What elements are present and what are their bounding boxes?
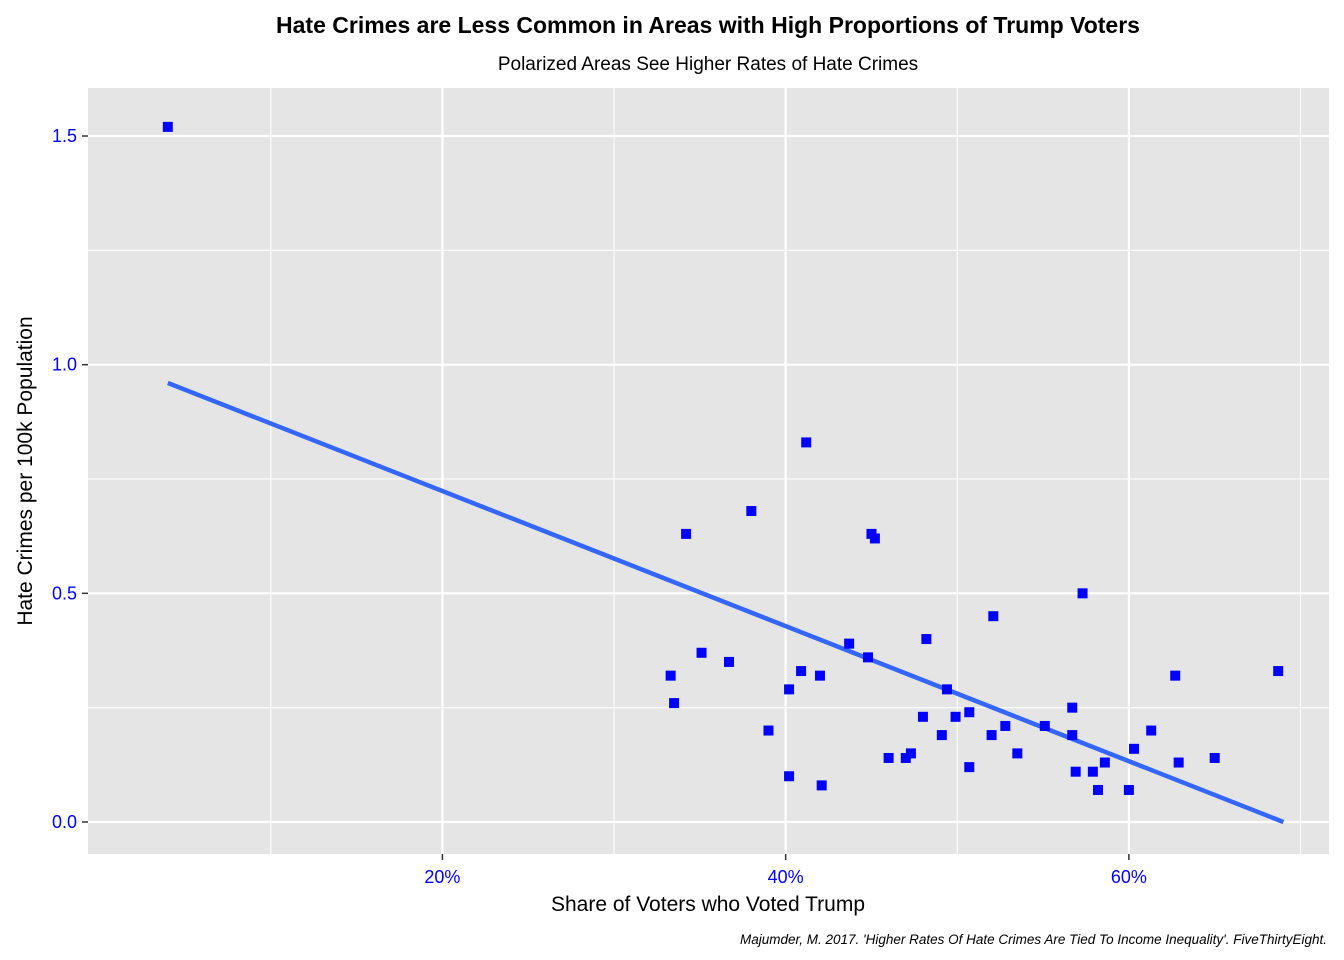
data-point-24: [941, 684, 952, 695]
y-tick-label-3: 1.5: [52, 126, 77, 146]
source-caption: Majumder, M. 2017. 'Higher Rates Of Hate…: [740, 932, 1327, 947]
data-point-45: [1209, 752, 1220, 763]
data-point-6: [746, 506, 757, 517]
x-axis: 20% 40% 60%: [424, 854, 1147, 887]
y-tick-label-0: 0.0: [52, 812, 77, 832]
data-point-37: [1087, 766, 1098, 777]
x-tick-label-1: 40%: [768, 867, 804, 887]
data-point-23: [936, 730, 947, 741]
data-point-12: [814, 670, 825, 681]
data-point-19: [900, 752, 911, 763]
data-point-20: [905, 748, 916, 759]
data-point-32: [1039, 720, 1050, 731]
data-points: [162, 121, 1284, 795]
trend-line-layer: [166, 380, 1285, 825]
data-point-28: [986, 730, 997, 741]
data-point-15: [863, 652, 874, 663]
y-tick-label-2: 1.0: [52, 355, 77, 375]
data-point-35: [1070, 766, 1081, 777]
data-point-40: [1123, 784, 1134, 795]
grid-lines: [88, 88, 1329, 854]
data-point-34: [1067, 730, 1078, 741]
data-point-21: [917, 711, 928, 722]
data-point-36: [1077, 588, 1088, 599]
data-point-8: [784, 684, 795, 695]
data-point-39: [1099, 757, 1110, 768]
data-point-41: [1129, 743, 1140, 754]
data-point-2: [669, 698, 680, 709]
data-point-26: [964, 762, 975, 773]
y-tick-label-1: 0.5: [52, 583, 77, 603]
data-point-14: [844, 638, 855, 649]
data-point-18: [883, 752, 894, 763]
data-point-9: [784, 771, 795, 782]
data-point-7: [763, 725, 774, 736]
data-point-25: [950, 711, 961, 722]
data-point-4: [696, 647, 707, 658]
data-point-17: [869, 533, 880, 544]
data-point-11: [801, 437, 812, 448]
x-tick-label-0: 20%: [424, 867, 460, 887]
plot-panel: [88, 88, 1329, 854]
data-point-31: [1012, 748, 1023, 759]
data-point-22: [921, 634, 932, 645]
y-axis: 0.0 0.5 1.0 1.5: [52, 126, 88, 832]
data-point-46: [1273, 666, 1284, 677]
data-point-1: [665, 670, 676, 681]
data-point-44: [1173, 757, 1184, 768]
chart-title: Hate Crimes are Less Common in Areas wit…: [276, 12, 1140, 38]
data-point-27: [964, 707, 975, 718]
data-point-30: [1000, 720, 1011, 731]
data-point-42: [1146, 725, 1157, 736]
data-point-5: [724, 656, 735, 667]
x-axis-title: Share of Voters who Voted Trump: [551, 893, 865, 916]
data-point-13: [816, 780, 827, 791]
data-point-29: [988, 611, 999, 622]
chart-subtitle: Polarized Areas See Higher Rates of Hate…: [498, 54, 918, 75]
data-point-3: [681, 528, 692, 539]
trend-line: [166, 380, 1285, 825]
data-point-0: [162, 121, 173, 132]
data-point-33: [1067, 702, 1078, 713]
x-tick-label-2: 60%: [1111, 867, 1147, 887]
data-point-10: [796, 666, 807, 677]
y-axis-title: Hate Crimes per 100k Population: [14, 316, 37, 625]
data-point-43: [1170, 670, 1181, 681]
data-point-38: [1092, 784, 1103, 795]
